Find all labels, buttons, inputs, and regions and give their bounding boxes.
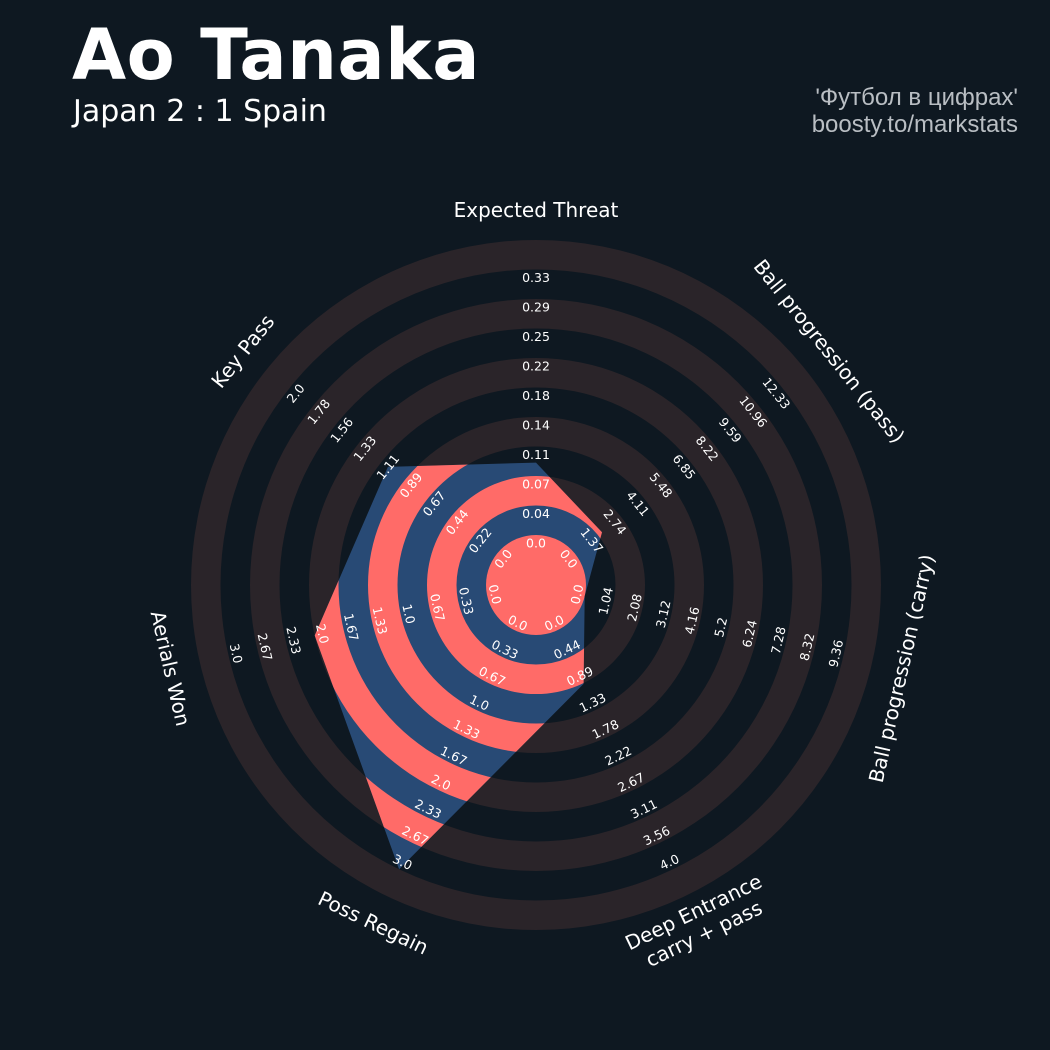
tick-label: 3.0 (227, 642, 246, 665)
category-label: Expected Threat (454, 198, 619, 222)
tick-label: 0.29 (522, 300, 550, 315)
tick-label: 0.07 (522, 477, 550, 492)
tick-label: 5.2 (711, 616, 730, 639)
tick-label: 0.25 (522, 329, 550, 344)
tick-label: 0.14 (522, 418, 550, 433)
tick-label: 2.67 (255, 632, 276, 662)
tick-label: 6.24 (739, 618, 760, 649)
tick-label: 1.67 (341, 612, 362, 642)
highlight-rings (314, 462, 602, 870)
tick-label: 8.32 (797, 632, 818, 662)
category-label: Aerials Won (146, 608, 196, 728)
tick-label: 0.67 (427, 592, 448, 622)
player-name-title: Ao Tanaka (72, 14, 480, 96)
tick-label: 0.22 (522, 359, 550, 374)
tick-label: 2.33 (283, 625, 304, 655)
tick-label: 0.18 (522, 388, 550, 403)
credit-line-1: 'Футбол в цифрах' (815, 84, 1018, 111)
tick-label: 0.04 (522, 506, 550, 521)
tick-label: 1.0 (399, 603, 418, 626)
tick-label: 3.12 (653, 599, 674, 629)
tick-label: 1.33 (370, 605, 391, 635)
tick-label: 7.28 (768, 625, 789, 656)
tick-label: 0.0 (567, 583, 586, 606)
tick-label: 1.04 (595, 586, 616, 617)
tick-label: 0.11 (522, 447, 550, 462)
tick-label: 0.33 (456, 586, 477, 616)
highlight-center (486, 535, 586, 635)
tick-label: 0.33 (522, 270, 550, 285)
tick-label: 0.0 (526, 536, 546, 551)
credit-line-2: boosty.to/markstats (811, 111, 1018, 138)
match-subtitle: Japan 2 : 1 Spain (73, 94, 327, 129)
tick-label: 4.16 (682, 605, 703, 636)
tick-label: 2.0 (313, 622, 332, 645)
tick-label: 2.08 (624, 592, 645, 623)
tick-label: 9.36 (825, 638, 846, 669)
tick-label: 0.0 (486, 583, 505, 606)
